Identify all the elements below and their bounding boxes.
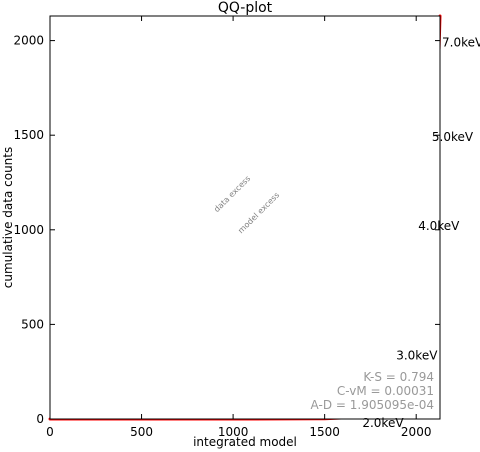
y-tick-label: 0 (36, 412, 44, 426)
x-tick-label: 1000 (218, 425, 249, 439)
x-axis-label: integrated model (193, 435, 297, 449)
axis-layer: 0 500 1000 1500 2000 0 500 1000 1500 2000 (13, 15, 441, 439)
energy-label: 5.0keV (432, 130, 474, 144)
energy-label: 4.0keV (418, 219, 460, 233)
y-axis-label: cumulative data counts (1, 147, 15, 288)
y-tick-label: 500 (21, 317, 44, 331)
chart-title: QQ-plot (218, 0, 273, 16)
energy-label: 3.0keV (396, 349, 438, 363)
x-tick-label: 500 (130, 425, 153, 439)
energy-label: 7.0keV (442, 35, 480, 49)
x-tick-label: 0 (46, 425, 54, 439)
x-tick-label: 1500 (309, 425, 340, 439)
plot-frame (49, 15, 441, 420)
stat-line: A-D = 1.905095e-04 (311, 398, 434, 412)
stat-line: C-vM = 0.00031 (337, 384, 434, 398)
energy-label: 2.0keV (362, 416, 404, 430)
y-tick-label: 2000 (13, 34, 44, 48)
stat-line: K-S = 0.794 (363, 370, 434, 384)
x-tick-label: 2000 (401, 425, 432, 439)
y-tick-label: 1000 (13, 223, 44, 237)
y-tick-label: 1500 (13, 128, 44, 142)
